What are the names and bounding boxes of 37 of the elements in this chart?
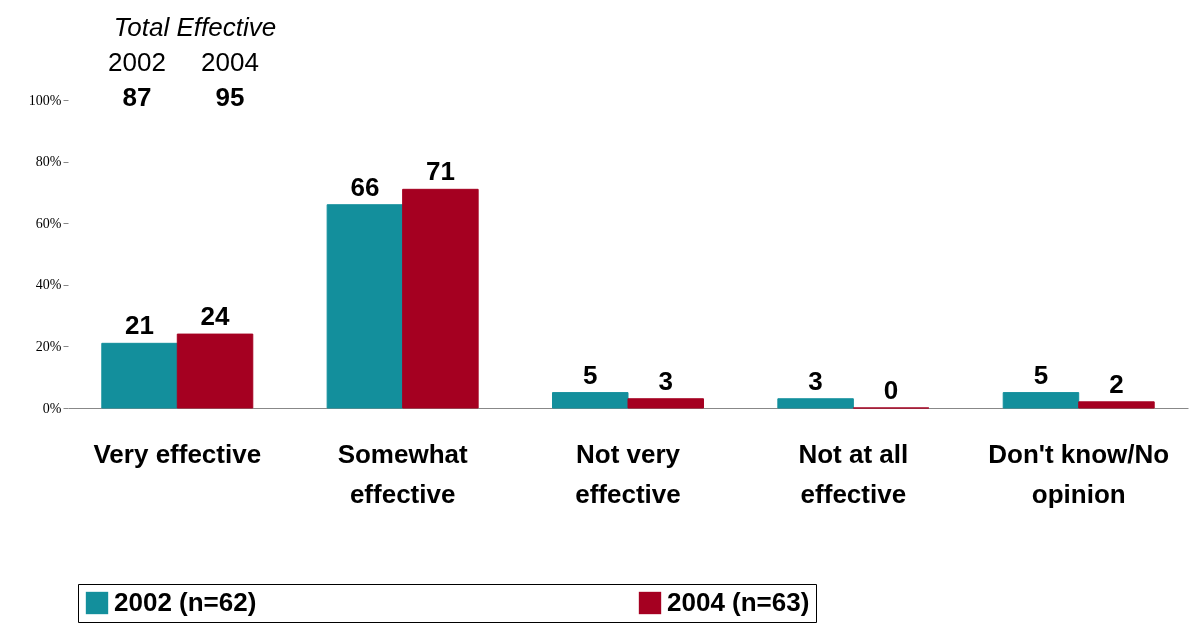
bar	[777, 398, 854, 409]
x-tick-label: Don't know/No opinion	[988, 439, 1170, 509]
bar	[552, 392, 629, 409]
x-tick-label: Very effective	[93, 439, 262, 469]
annotation: 95	[215, 82, 245, 112]
legend-label: 2004 (n=63)	[667, 587, 810, 617]
data-label: 0	[883, 375, 899, 405]
bar	[176, 333, 254, 409]
bar	[1002, 392, 1080, 409]
y-tick-label: 40%	[35, 277, 62, 293]
text: Total Effective	[113, 12, 277, 42]
bar	[1078, 401, 1155, 409]
bar	[627, 398, 704, 409]
legend-label: 2002 (n=62)	[114, 587, 257, 617]
x-tick-label: Not at all effective	[798, 439, 909, 509]
data-label: 24	[200, 301, 231, 332]
bar	[326, 204, 404, 409]
data-label: 66	[350, 171, 380, 202]
bar	[402, 188, 479, 409]
bar	[101, 342, 178, 409]
data-label: 3	[808, 365, 823, 396]
y-tick-label: 60%	[35, 215, 62, 231]
data-label: 3	[658, 365, 673, 396]
data-label: 21	[125, 310, 155, 341]
y-tick-label: 0%	[42, 400, 62, 416]
data-label: 71	[425, 156, 455, 187]
y-tick-label: 80%	[35, 154, 62, 170]
y-tick-label: 20%	[35, 338, 62, 354]
text: 2004	[201, 47, 259, 77]
data-label: 5	[583, 359, 598, 390]
data-label: 5	[1033, 359, 1049, 390]
x-tick-label: Somewhat effective	[337, 439, 468, 509]
x-tick-label: Not very effective	[575, 439, 681, 509]
y-tick-label: 100%	[28, 92, 62, 108]
annotation: 87	[122, 82, 152, 112]
text: 2002	[108, 47, 166, 77]
data-label: 2	[1109, 368, 1124, 399]
